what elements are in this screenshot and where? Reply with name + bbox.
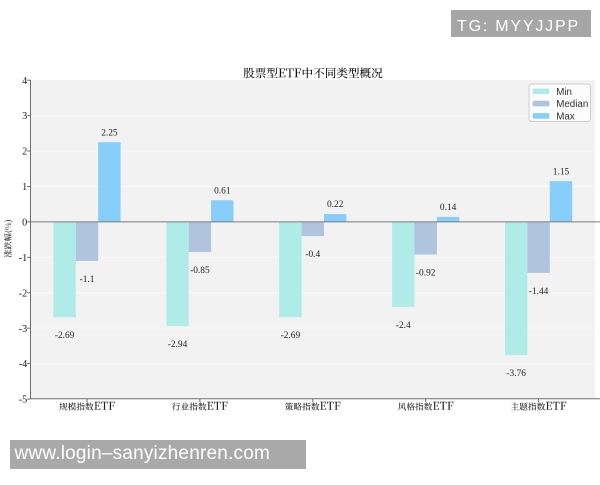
- svg-text:-2.69: -2.69: [281, 331, 301, 341]
- svg-text:-1.1: -1.1: [80, 275, 95, 285]
- svg-text:0: 0: [22, 218, 27, 229]
- svg-text:-2.94: -2.94: [168, 340, 188, 350]
- svg-text:0.61: 0.61: [214, 186, 231, 196]
- svg-text:0.14: 0.14: [440, 203, 457, 213]
- svg-text:-3.76: -3.76: [506, 369, 526, 379]
- svg-text:-2.4: -2.4: [396, 321, 411, 331]
- svg-text:Median: Median: [556, 99, 588, 110]
- svg-text:1.15: 1.15: [553, 167, 570, 177]
- svg-text:-3: -3: [19, 324, 28, 335]
- svg-text:2.25: 2.25: [101, 128, 118, 138]
- svg-text:-5: -5: [19, 395, 28, 406]
- svg-text:-2: -2: [19, 288, 28, 299]
- svg-text:3: 3: [22, 111, 27, 122]
- svg-text:-1: -1: [19, 253, 28, 264]
- svg-text:-2.69: -2.69: [55, 331, 75, 341]
- svg-text:2: 2: [22, 147, 27, 158]
- svg-text:Max: Max: [556, 111, 575, 122]
- svg-text:4: 4: [22, 76, 27, 87]
- svg-text:-0.85: -0.85: [190, 266, 210, 276]
- svg-text:0.22: 0.22: [327, 200, 344, 210]
- svg-text:-0.4: -0.4: [305, 250, 320, 260]
- svg-text:Min: Min: [556, 87, 572, 98]
- svg-text:-0.92: -0.92: [416, 269, 436, 279]
- svg-text:-1.44: -1.44: [529, 287, 549, 297]
- svg-text:-4: -4: [19, 359, 28, 370]
- svg-text:1: 1: [22, 182, 27, 193]
